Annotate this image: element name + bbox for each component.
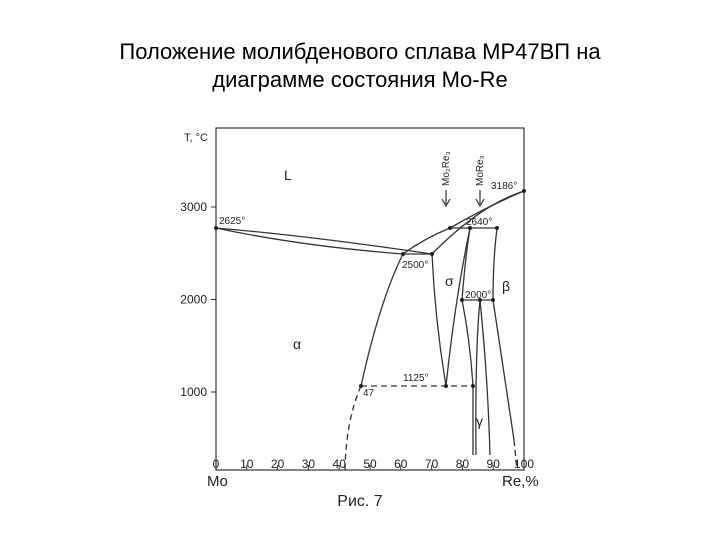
points <box>214 189 526 388</box>
phase-label: σ <box>445 273 454 289</box>
x-tick-label: 70 <box>425 457 439 471</box>
point-label: 1125° <box>403 373 429 384</box>
point-label: 3186° <box>491 181 517 192</box>
x-tick-label: 60 <box>394 457 408 471</box>
y-tick-label: 1000 <box>180 385 207 399</box>
x-tick-label: 90 <box>487 457 501 471</box>
phase-label: α <box>293 336 301 352</box>
y-axis-label: T, °C <box>184 132 208 144</box>
phase-label: L <box>284 167 292 183</box>
x-tick-label: 100 <box>514 457 534 471</box>
phase-boundaries <box>215 190 525 471</box>
point-label: 47 <box>363 388 375 399</box>
point-label: 2625° <box>219 216 245 227</box>
phase-label: β <box>502 278 510 294</box>
point-label: 2000° <box>465 290 491 301</box>
compound-label: MoRe₃ <box>475 155 486 186</box>
y-tick-label: 2000 <box>180 293 207 307</box>
x-left-label: Mo <box>207 473 228 490</box>
x-tick-label: 30 <box>302 457 316 471</box>
phase-label: γ <box>476 413 483 429</box>
compound-label: Mo₂Re₃ <box>441 151 452 186</box>
x-tick-label: 80 <box>456 457 470 471</box>
arrows <box>441 190 485 208</box>
slide-title: Положение молибденового сплава МР47ВП на… <box>119 39 601 92</box>
point-label: 2640° <box>466 217 492 228</box>
x-tick-label: 50 <box>363 457 377 471</box>
caption: Рис. 7 <box>337 493 383 510</box>
x-tick-label: 0 <box>213 457 220 471</box>
x-right-label: Re,% <box>502 473 539 490</box>
x-tick-label: 20 <box>271 457 285 471</box>
point-label: 2500° <box>402 260 428 271</box>
x-tick-label: 40 <box>333 457 347 471</box>
y-tick-label: 3000 <box>180 200 207 214</box>
x-tick-label: 10 <box>240 457 254 471</box>
